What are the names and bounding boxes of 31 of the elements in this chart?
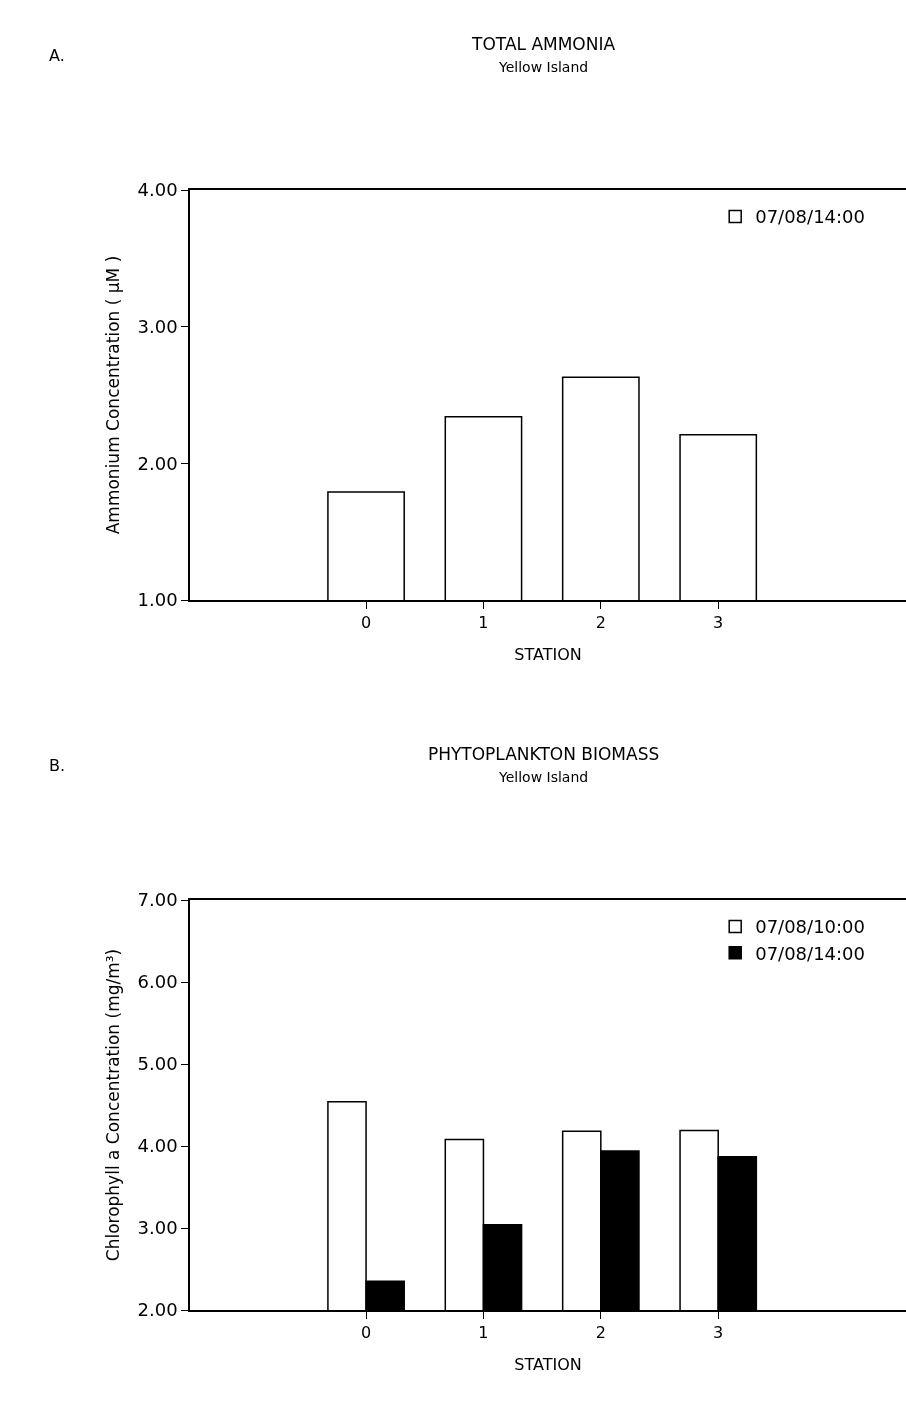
x-tick-label: 3 — [713, 1322, 724, 1342]
x-tick-label: 0 — [360, 612, 372, 632]
x-axis-title: STATION — [514, 645, 582, 665]
x-tick-label: 2 — [595, 612, 606, 632]
y-tick-label: 7.00 — [137, 889, 178, 911]
y-tick-label: 3.00 — [137, 1217, 178, 1239]
text: A. — [49, 46, 65, 65]
x-axis-title: STATION — [514, 1355, 582, 1375]
chart-subtitle: Yellow Island — [498, 58, 589, 75]
x-tick-label: 2 — [595, 1322, 606, 1342]
chart-title: PHYTOPLANKTON BIOMASS — [427, 743, 660, 764]
y-tick-label: 2.00 — [137, 452, 178, 474]
x-tick-label: 1 — [478, 1322, 489, 1342]
y-tick-label: 4.00 — [137, 179, 178, 201]
y-tick-label: 4.00 — [137, 1135, 178, 1157]
y-tick-label: 2.00 — [137, 1299, 178, 1321]
y-axis-title: Ammonium Concentration ( μM ) — [102, 255, 123, 535]
y-tick-label: 1.00 — [137, 589, 178, 611]
legend-label: 07/08/10:00 — [755, 916, 866, 938]
x-tick-label: 1 — [478, 612, 489, 632]
y-tick-label: 6.00 — [137, 971, 178, 993]
chart-title: TOTAL AMMONIA — [471, 33, 616, 54]
y-tick-label: 5.00 — [137, 1053, 178, 1075]
x-tick-label: 3 — [713, 612, 724, 632]
legend-label: 07/08/14:00 — [755, 942, 866, 964]
y-axis-title: Chlorophyll a Concentration (mg/m³) — [102, 948, 123, 1262]
y-tick-label: 3.00 — [137, 315, 178, 337]
legend-label: 07/08/14:00 — [755, 206, 866, 228]
text: B. — [49, 756, 66, 775]
chart-subtitle: Yellow Island — [498, 768, 589, 785]
x-tick-label: 0 — [360, 1322, 372, 1342]
